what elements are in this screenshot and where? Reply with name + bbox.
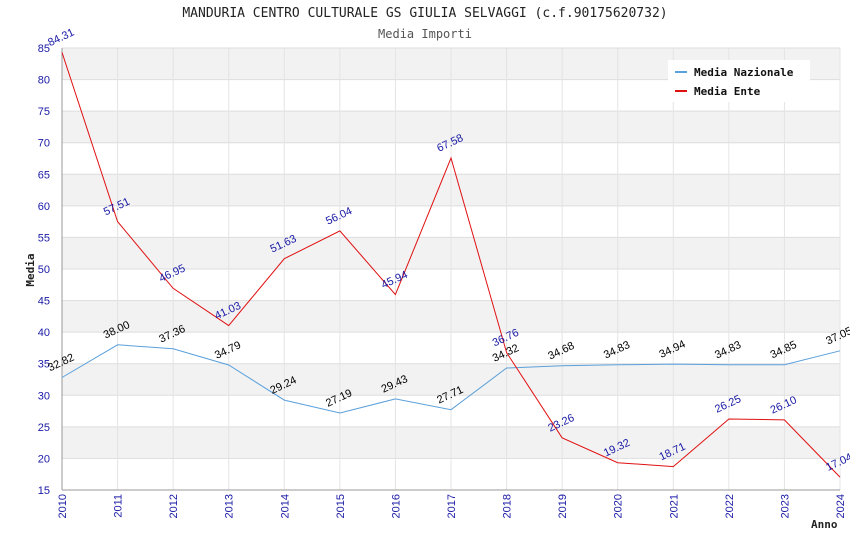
y-axis-label: Media	[24, 253, 37, 286]
data-label: 56.04	[324, 205, 354, 228]
x-tick-labels: 2010 2011 2012 2013 2014 2015 2016 2017 2018 2019…	[57, 494, 847, 518]
x-tick-label: 2018	[502, 494, 514, 518]
chart-subtitle: Media Importi	[378, 27, 472, 41]
y-tick-label: 15	[38, 485, 50, 497]
y-tick-label: 70	[38, 138, 50, 150]
data-label: 34.68	[546, 340, 576, 363]
data-label: 34.83	[602, 339, 632, 362]
x-tick-label: 2016	[390, 494, 402, 518]
data-label: 45.94	[380, 269, 410, 292]
x-tick-label: 2015	[335, 494, 347, 518]
y-tick-label: 40	[38, 327, 50, 339]
data-label: 34.83	[713, 339, 743, 362]
data-label: 26.25	[713, 393, 743, 416]
y-tick-label: 30	[38, 390, 50, 402]
y-tick-label: 20	[38, 453, 50, 465]
x-axis-label: Anno	[811, 518, 838, 531]
x-tick-label: 2011	[113, 494, 125, 518]
x-tick-label: 2021	[668, 494, 680, 518]
data-label: 26.10	[769, 394, 799, 417]
x-tick-label: 2010	[57, 494, 69, 518]
y-tick-label: 80	[38, 75, 50, 87]
y-tick-label: 60	[38, 201, 50, 213]
series-line-2	[61, 52, 841, 478]
x-tick-label: 2022	[724, 494, 736, 518]
y-tick-label: 45	[38, 296, 50, 308]
data-label: 84.31	[46, 27, 76, 50]
y-tick-label: 55	[38, 232, 50, 244]
x-tick-label: 2024	[835, 494, 847, 518]
x-tick-label: 2013	[224, 494, 236, 518]
x-tick-label: 2020	[613, 494, 625, 518]
y-tick-label: 85	[38, 43, 50, 55]
series-line-1	[61, 344, 841, 414]
legend-label: Media Nazionale	[694, 66, 794, 79]
chart-title: MANDURIA CENTRO CULTURALE GS GIULIA SELV…	[182, 6, 668, 21]
x-tick-label: 2017	[446, 494, 458, 518]
legend: Media Nazionale Media Ente	[668, 60, 810, 102]
y-tick-label: 65	[38, 169, 50, 181]
x-tick-label: 2012	[168, 494, 180, 518]
y-tick-label: 35	[38, 359, 50, 371]
legend-label: Media Ente	[694, 85, 761, 98]
legend-box	[668, 60, 810, 102]
y-tick-labels: 15 20 25 30 35 40 45 50 55 60 65 70 75 80 85	[38, 43, 50, 497]
data-label: 34.85	[769, 339, 799, 362]
data-label: 34.79	[213, 339, 243, 362]
x-tick-label: 2014	[279, 494, 291, 518]
x-tick-label: 2019	[557, 494, 569, 518]
y-tick-label: 50	[38, 264, 50, 276]
y-tick-label: 25	[38, 422, 50, 434]
data-label: 34.94	[657, 338, 687, 361]
series-lines	[61, 52, 841, 478]
x-tick-label: 2023	[779, 494, 791, 518]
y-tick-label: 75	[38, 106, 50, 118]
